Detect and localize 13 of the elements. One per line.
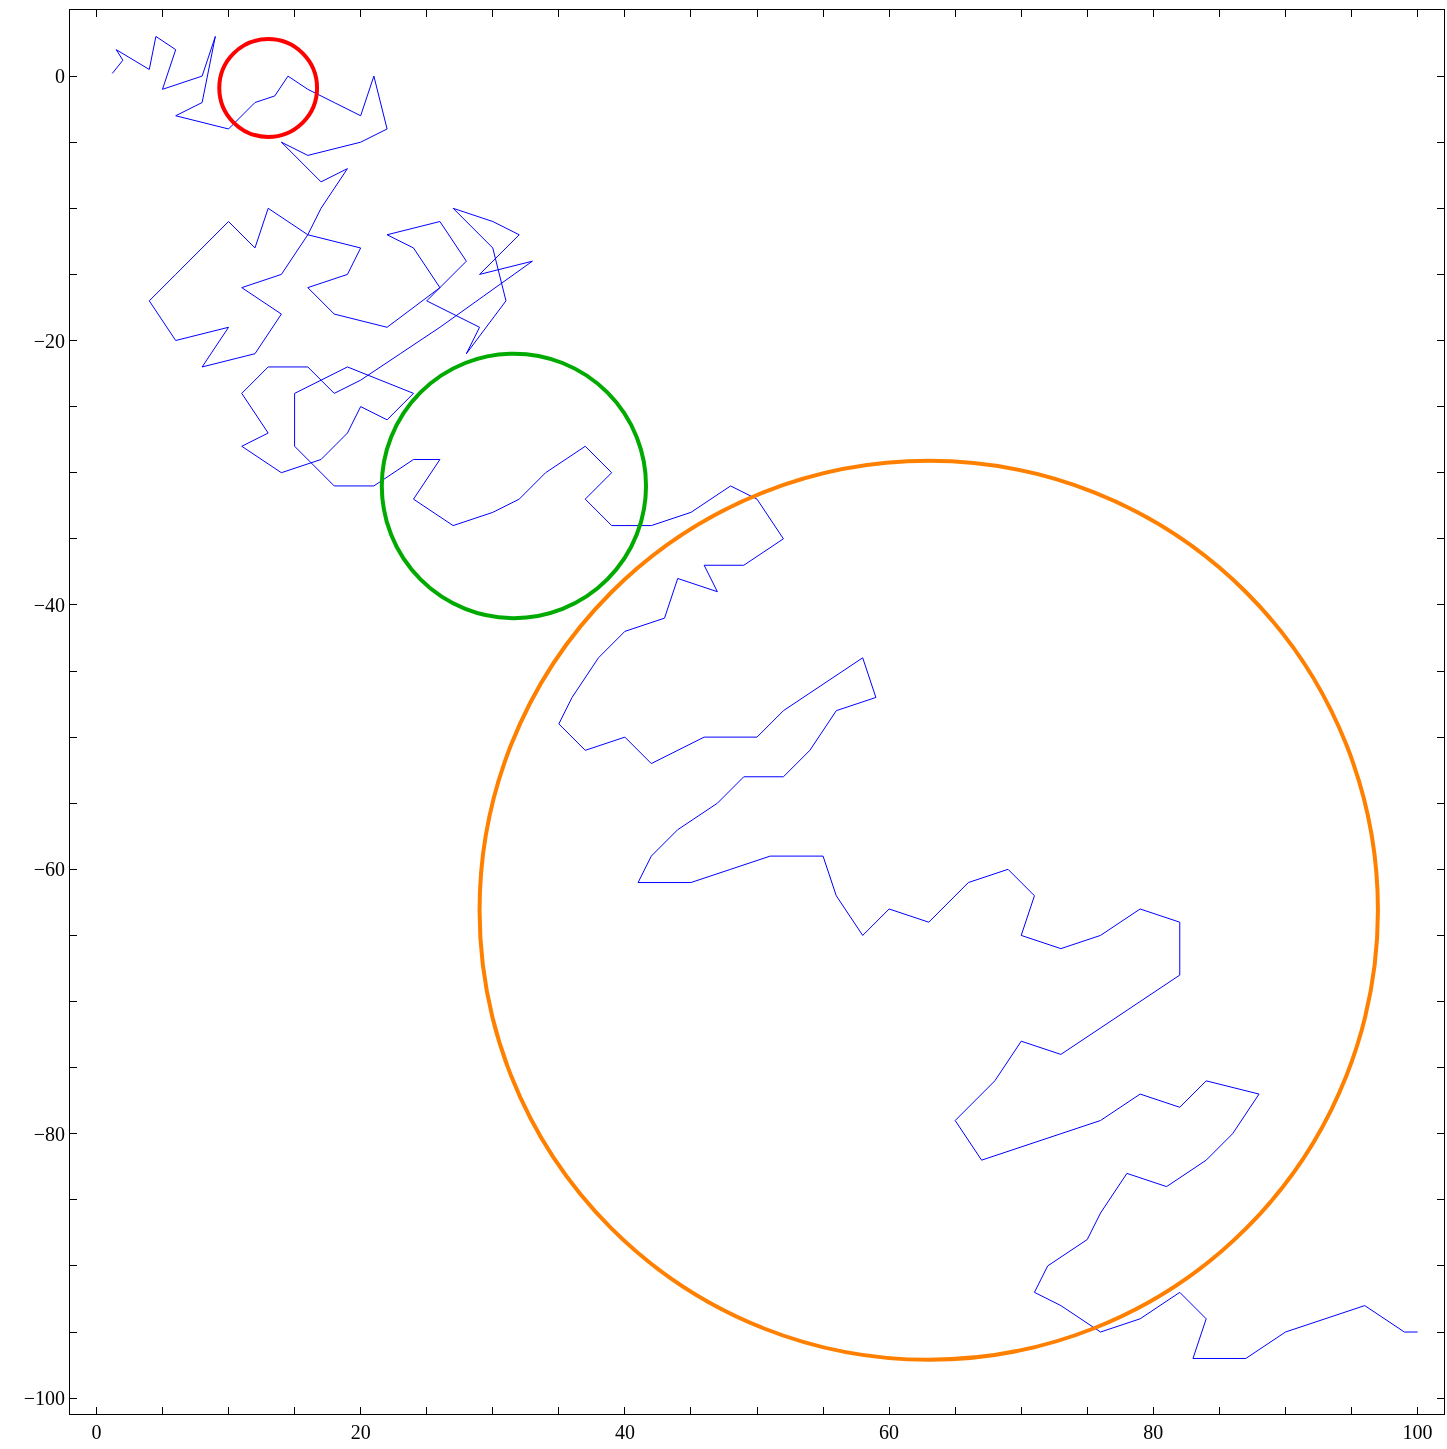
x-tick-label: 60 — [879, 1421, 900, 1443]
y-tick-label: −60 — [33, 858, 65, 881]
x-tick-label: 80 — [1143, 1421, 1164, 1443]
line-series — [111, 35, 1419, 1359]
x-tick-label: 100 — [1402, 1421, 1433, 1443]
x-tick-label: 20 — [350, 1421, 371, 1443]
y-tick-label: 0 — [55, 65, 65, 88]
y-tick-label: −100 — [23, 1387, 65, 1410]
y-tick-label: −20 — [33, 329, 65, 352]
x-tick-label: 0 — [91, 1421, 102, 1443]
y-tick-label: −40 — [33, 593, 65, 616]
x-tick-label: 40 — [614, 1421, 635, 1443]
y-tick-label: −80 — [33, 1122, 65, 1145]
